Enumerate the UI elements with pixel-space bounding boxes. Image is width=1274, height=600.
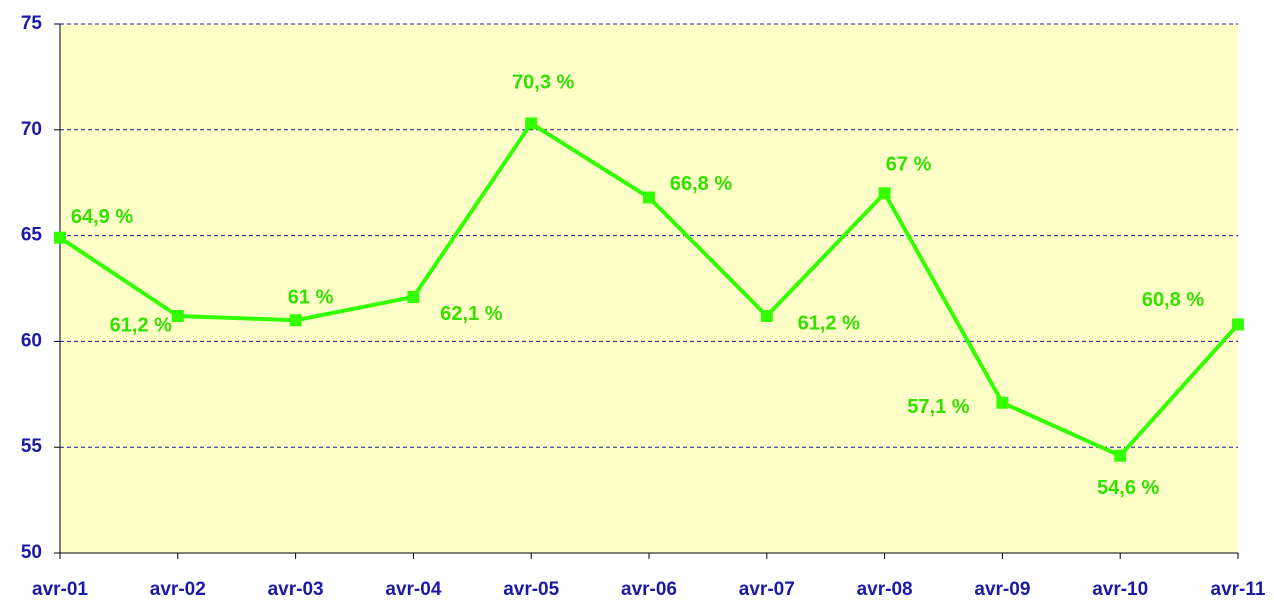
- x-tick-label: avr-10: [1092, 579, 1148, 600]
- x-tick-label: avr-07: [739, 579, 795, 600]
- data-point: [760, 310, 773, 323]
- data-label: 66,8 %: [670, 173, 732, 195]
- x-tick-label: avr-05: [503, 579, 559, 600]
- y-tick-label: 50: [21, 542, 42, 563]
- data-point: [289, 314, 302, 327]
- x-tick-label: avr-11: [1211, 579, 1266, 600]
- data-label: 60,8 %: [1142, 289, 1204, 311]
- data-label: 54,6 %: [1097, 477, 1159, 499]
- x-tick-label: avr-01: [32, 579, 88, 600]
- data-point: [643, 191, 655, 204]
- data-label: 57,1 %: [907, 396, 969, 418]
- data-label: 61,2 %: [798, 312, 860, 334]
- y-tick-label: 60: [21, 330, 42, 351]
- data-label: 61 %: [288, 287, 334, 309]
- x-tick-label: avr-04: [385, 579, 441, 600]
- y-tick-label: 55: [21, 436, 43, 457]
- x-tick-label: avr-09: [974, 579, 1030, 600]
- x-tick-label: avr-03: [268, 579, 324, 600]
- data-point: [996, 396, 1009, 409]
- data-point: [1114, 449, 1127, 462]
- x-tick-label: avr-06: [621, 579, 677, 600]
- data-label: 62,1 %: [440, 303, 502, 325]
- data-label: 70,3 %: [512, 72, 574, 94]
- y-tick-label: 70: [21, 119, 42, 140]
- data-label: 64,9 %: [71, 206, 133, 228]
- data-point: [525, 117, 538, 130]
- x-tick-label: avr-02: [150, 579, 206, 600]
- data-point: [407, 290, 420, 303]
- plot-area: [60, 24, 1238, 553]
- data-point: [878, 187, 891, 200]
- y-tick-label: 65: [21, 225, 43, 246]
- y-tick-label: 75: [21, 13, 43, 34]
- x-tick-label: avr-08: [857, 579, 913, 600]
- data-label: 67 %: [886, 154, 932, 176]
- data-point: [1232, 318, 1244, 331]
- data-point: [54, 231, 66, 244]
- data-point: [171, 310, 184, 323]
- data-label: 61,2 %: [110, 314, 172, 336]
